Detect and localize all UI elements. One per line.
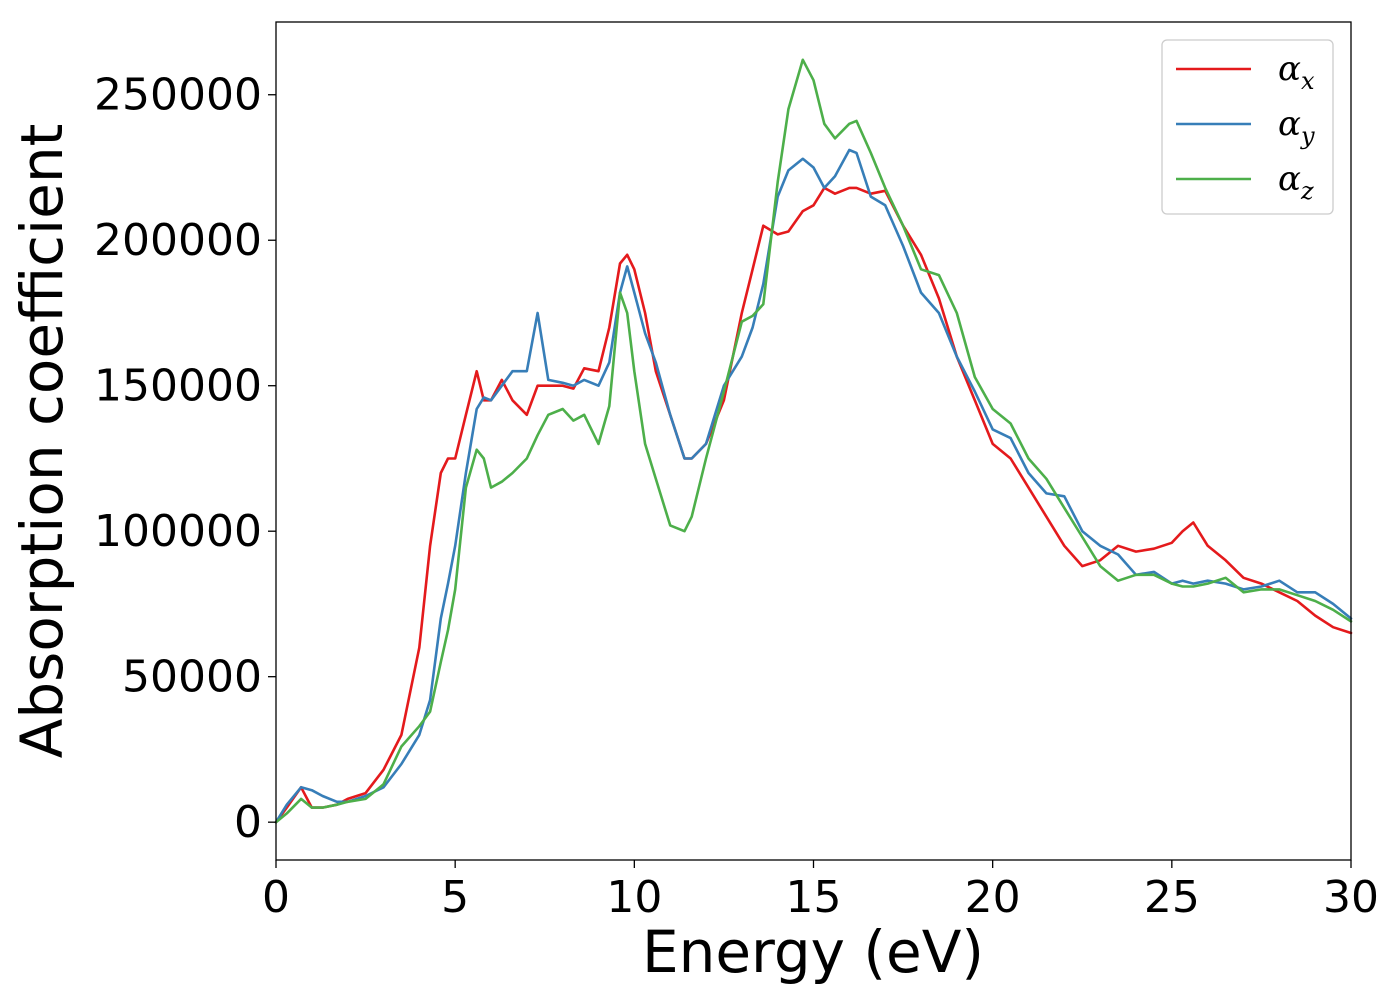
y-tick-label: 250000	[94, 70, 262, 121]
y-axis: 0 50000 100000 150000 200000 250000	[94, 70, 276, 848]
legend-box	[1161, 39, 1334, 215]
x-tick-label: 10	[606, 872, 662, 923]
y-axis-title: Absorption coefficient	[8, 124, 76, 759]
legend-label-y: αy	[1278, 104, 1315, 150]
x-tick-label: 30	[1323, 872, 1379, 923]
y-tick-label: 150000	[94, 361, 262, 412]
y-tick-label: 0	[234, 797, 262, 848]
series-layer	[274, 58, 1353, 824]
x-tick-label: 15	[786, 872, 842, 923]
series-line-x	[274, 186, 1353, 824]
legend: αx αy αz	[1161, 39, 1334, 215]
legend-label-z: αz	[1278, 159, 1314, 205]
series-line-z	[274, 58, 1353, 824]
y-tick-label: 100000	[94, 506, 262, 557]
x-tick-label: 20	[965, 872, 1021, 923]
x-tick-label: 25	[1144, 872, 1200, 923]
x-axis: 0 5 10 15 20 25 30	[262, 860, 1379, 923]
x-tick-label: 0	[262, 872, 290, 923]
y-tick-label: 50000	[122, 652, 262, 703]
y-tick-label: 200000	[94, 215, 262, 266]
legend-label-x: αx	[1278, 49, 1315, 95]
x-tick-label: 5	[441, 872, 469, 923]
x-axis-title: Energy (eV)	[642, 918, 984, 986]
